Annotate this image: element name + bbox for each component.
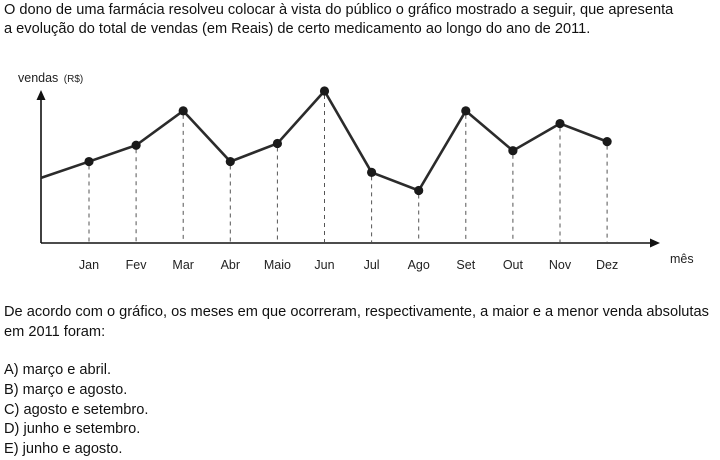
- point-abr: [225, 156, 235, 167]
- intro-text: O dono de uma farmácia resolveu colocar …: [4, 1, 716, 39]
- point-fev: [131, 140, 141, 150]
- point-mar: [178, 106, 188, 116]
- x-tick-jan: Jan: [79, 258, 99, 272]
- drop-lines: [88, 94, 608, 242]
- x-tick-set: Set: [456, 258, 475, 272]
- x-tick-nov: Nov: [549, 258, 572, 272]
- y-axis-arrow: [36, 90, 46, 100]
- point-dez: [602, 137, 612, 147]
- x-tick-jul: Jul: [364, 258, 380, 272]
- intro-line-2: a evolução do total de vendas (em Reais)…: [4, 21, 591, 37]
- intro-line-1: O dono de uma farmácia resolveu colocar …: [4, 2, 674, 18]
- x-tick-ago: Ago: [408, 258, 430, 272]
- x-tick-abr: Abr: [221, 258, 240, 272]
- x-axis-label: mês: [670, 252, 694, 266]
- sales-line-chart: vendas (R$) mês Jan Fev Mar Abr Maio Jun Jul Ag…: [18, 71, 694, 272]
- answer-options: A) março e abril. B) março e agosto. C) …: [4, 361, 148, 460]
- option-a[interactable]: A) março e abril.: [4, 362, 112, 378]
- x-tick-dez: Dez: [596, 258, 618, 272]
- sales-series: [40, 86, 612, 196]
- question-line-1: De acordo com o gráfico, os meses em que…: [4, 304, 709, 320]
- x-tick-maio: Maio: [264, 258, 291, 272]
- x-tick-jun: Jun: [314, 258, 334, 272]
- option-e[interactable]: E) junho e agosto.: [4, 441, 123, 458]
- option-c[interactable]: C) agosto e setembro.: [4, 401, 149, 418]
- point-set: [461, 106, 471, 116]
- x-tick-labels: Jan Fev Mar Abr Maio Jun Jul Ago Set Out Nov Dez: [79, 258, 618, 272]
- x-axis-arrow: [650, 238, 660, 248]
- question-text: De acordo com o gráfico, os meses em que…: [4, 303, 718, 342]
- x-tick-mar: Mar: [172, 258, 194, 272]
- y-axis-unit: (R$): [64, 74, 83, 85]
- point-ago: [414, 185, 424, 196]
- x-tick-out: Out: [503, 258, 524, 272]
- point-jun: [319, 86, 330, 96]
- option-d[interactable]: D) junho e setembro.: [4, 421, 141, 438]
- point-jul: [367, 167, 377, 178]
- option-b[interactable]: B) março e agosto.: [4, 381, 128, 398]
- point-nov: [555, 118, 565, 129]
- y-axis-label: vendas (R$): [18, 71, 83, 85]
- point-jan: [84, 156, 94, 167]
- question-line-2: em 2011 foram:: [4, 323, 106, 340]
- point-out: [508, 146, 518, 156]
- point-maio: [272, 138, 282, 149]
- x-tick-fev: Fev: [126, 258, 148, 272]
